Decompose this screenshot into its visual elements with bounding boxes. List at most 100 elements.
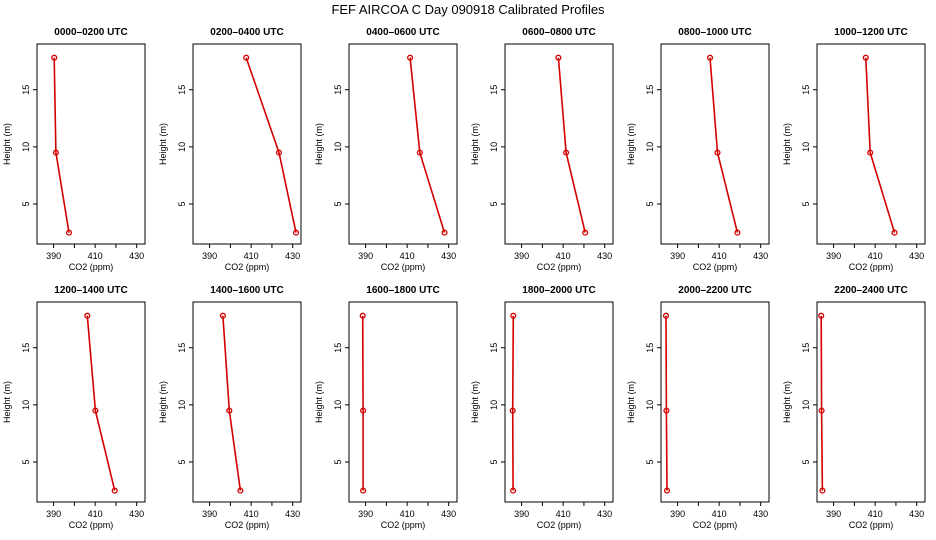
y-axis-label: Height (m) bbox=[158, 123, 168, 165]
panel-title: 1000–1200 UTC bbox=[834, 27, 907, 38]
data-point bbox=[292, 229, 300, 236]
x-axis-label: CO2 (ppm) bbox=[225, 520, 270, 530]
x-tick-label: 390 bbox=[46, 251, 61, 261]
y-axis-label: Height (m) bbox=[314, 381, 324, 423]
x-tick-label: 430 bbox=[597, 509, 612, 519]
plot-frame bbox=[816, 43, 926, 245]
data-point bbox=[237, 487, 244, 494]
y-tick-label: 10 bbox=[177, 142, 187, 152]
y-axis-label: Height (m) bbox=[314, 123, 324, 165]
data-point bbox=[84, 312, 91, 319]
data-point bbox=[360, 487, 367, 494]
x-tick-label: 430 bbox=[129, 509, 144, 519]
data-point bbox=[509, 407, 516, 414]
data-point bbox=[407, 54, 414, 61]
data-point bbox=[862, 54, 869, 61]
profile-panel: 2000–2200 UTC 390 410 430 5 10 15 CO2 (ppm) Heig… bbox=[626, 285, 770, 530]
x-axis-label: CO2 (ppm) bbox=[693, 520, 738, 530]
data-point bbox=[867, 149, 874, 156]
x-tick-label: 410 bbox=[868, 509, 883, 519]
y-axis-label: Height (m) bbox=[2, 123, 12, 165]
y-tick-label: 5 bbox=[801, 459, 811, 464]
y-tick-label: 15 bbox=[333, 85, 343, 95]
x-tick-label: 430 bbox=[285, 509, 300, 519]
data-point bbox=[818, 312, 825, 319]
plot-frame bbox=[192, 43, 302, 245]
panel-grid: 0000–0200 UTC 390 410 430 5 10 15 CO2 (ppm) Heig… bbox=[2, 27, 926, 530]
x-tick-label: 390 bbox=[46, 509, 61, 519]
x-axis-label: CO2 (ppm) bbox=[69, 262, 114, 272]
panel-title: 0400–0600 UTC bbox=[366, 27, 439, 38]
figure-title: FEF AIRCOA C Day 090918 Calibrated Profi… bbox=[331, 2, 605, 17]
profile-line bbox=[86, 315, 116, 491]
y-axis-label: Height (m) bbox=[470, 123, 480, 165]
data-point bbox=[891, 229, 898, 236]
profile-line bbox=[709, 57, 739, 233]
x-tick-label: 430 bbox=[441, 251, 456, 261]
x-tick-label: 430 bbox=[909, 509, 924, 519]
panel-title: 2200–2400 UTC bbox=[834, 285, 907, 296]
profile-line bbox=[665, 315, 668, 491]
data-point bbox=[65, 229, 73, 236]
data-point bbox=[818, 407, 825, 414]
x-tick-label: 410 bbox=[88, 509, 103, 519]
data-point bbox=[510, 312, 517, 319]
y-tick-label: 5 bbox=[333, 459, 343, 464]
y-tick-label: 5 bbox=[489, 201, 499, 206]
data-point bbox=[360, 407, 367, 414]
data-point bbox=[706, 54, 714, 61]
y-tick-label: 15 bbox=[177, 343, 187, 353]
y-tick-label: 5 bbox=[645, 459, 655, 464]
plot-frame bbox=[348, 301, 458, 503]
profile-panel: 2200–2400 UTC 390 410 430 5 10 15 CO2 (ppm) Heig… bbox=[782, 285, 926, 530]
y-tick-label: 15 bbox=[177, 85, 187, 95]
data-point bbox=[226, 407, 233, 414]
x-tick-label: 430 bbox=[129, 251, 144, 261]
panel-title: 1400–1600 UTC bbox=[210, 285, 283, 296]
data-point bbox=[441, 229, 448, 236]
data-point bbox=[275, 149, 283, 156]
profile-line bbox=[820, 315, 824, 491]
plot-frame bbox=[660, 43, 770, 245]
data-point bbox=[663, 407, 670, 414]
y-tick-label: 15 bbox=[21, 343, 31, 353]
plot-frame bbox=[504, 301, 614, 503]
y-tick-label: 10 bbox=[333, 142, 343, 152]
y-tick-label: 5 bbox=[801, 201, 811, 206]
profile-panel: 0600–0800 UTC 390 410 430 5 10 15 CO2 (ppm) Heig… bbox=[470, 27, 614, 272]
data-point bbox=[582, 229, 589, 236]
y-tick-label: 5 bbox=[489, 459, 499, 464]
panel-title: 2000–2200 UTC bbox=[678, 285, 751, 296]
y-tick-label: 10 bbox=[21, 400, 31, 410]
x-tick-label: 410 bbox=[868, 251, 883, 261]
profile-line bbox=[222, 315, 242, 491]
x-tick-label: 390 bbox=[670, 251, 685, 261]
y-tick-label: 5 bbox=[645, 201, 655, 206]
x-tick-label: 430 bbox=[597, 251, 612, 261]
profile-line bbox=[409, 57, 446, 233]
x-tick-label: 390 bbox=[514, 251, 529, 261]
y-axis-label: Height (m) bbox=[626, 123, 636, 165]
x-tick-label: 390 bbox=[202, 509, 217, 519]
y-tick-label: 10 bbox=[645, 142, 655, 152]
x-tick-label: 410 bbox=[556, 509, 571, 519]
panel-title: 1800–2000 UTC bbox=[522, 285, 595, 296]
y-tick-label: 10 bbox=[645, 400, 655, 410]
x-tick-label: 430 bbox=[753, 251, 768, 261]
x-tick-label: 410 bbox=[400, 509, 415, 519]
profile-panel: 1800–2000 UTC 390 410 430 5 10 15 CO2 (ppm) Heig… bbox=[470, 285, 614, 530]
data-point bbox=[52, 149, 59, 156]
data-point bbox=[662, 312, 670, 319]
y-tick-label: 15 bbox=[489, 85, 499, 95]
plot-frame bbox=[816, 301, 926, 503]
plot-frame bbox=[348, 43, 458, 245]
x-tick-label: 410 bbox=[244, 509, 259, 519]
y-axis-label: Height (m) bbox=[626, 381, 636, 423]
data-point bbox=[555, 54, 562, 61]
y-tick-label: 15 bbox=[645, 343, 655, 353]
plot-frame bbox=[36, 301, 146, 503]
profile-panel: 0400–0600 UTC 390 410 430 5 10 15 CO2 (ppm) Heig… bbox=[314, 27, 458, 272]
data-point bbox=[359, 312, 366, 319]
x-tick-label: 410 bbox=[88, 251, 103, 261]
profile-panel: 0800–1000 UTC 390 410 430 5 10 15 CO2 (ppm) Heig… bbox=[626, 27, 770, 272]
